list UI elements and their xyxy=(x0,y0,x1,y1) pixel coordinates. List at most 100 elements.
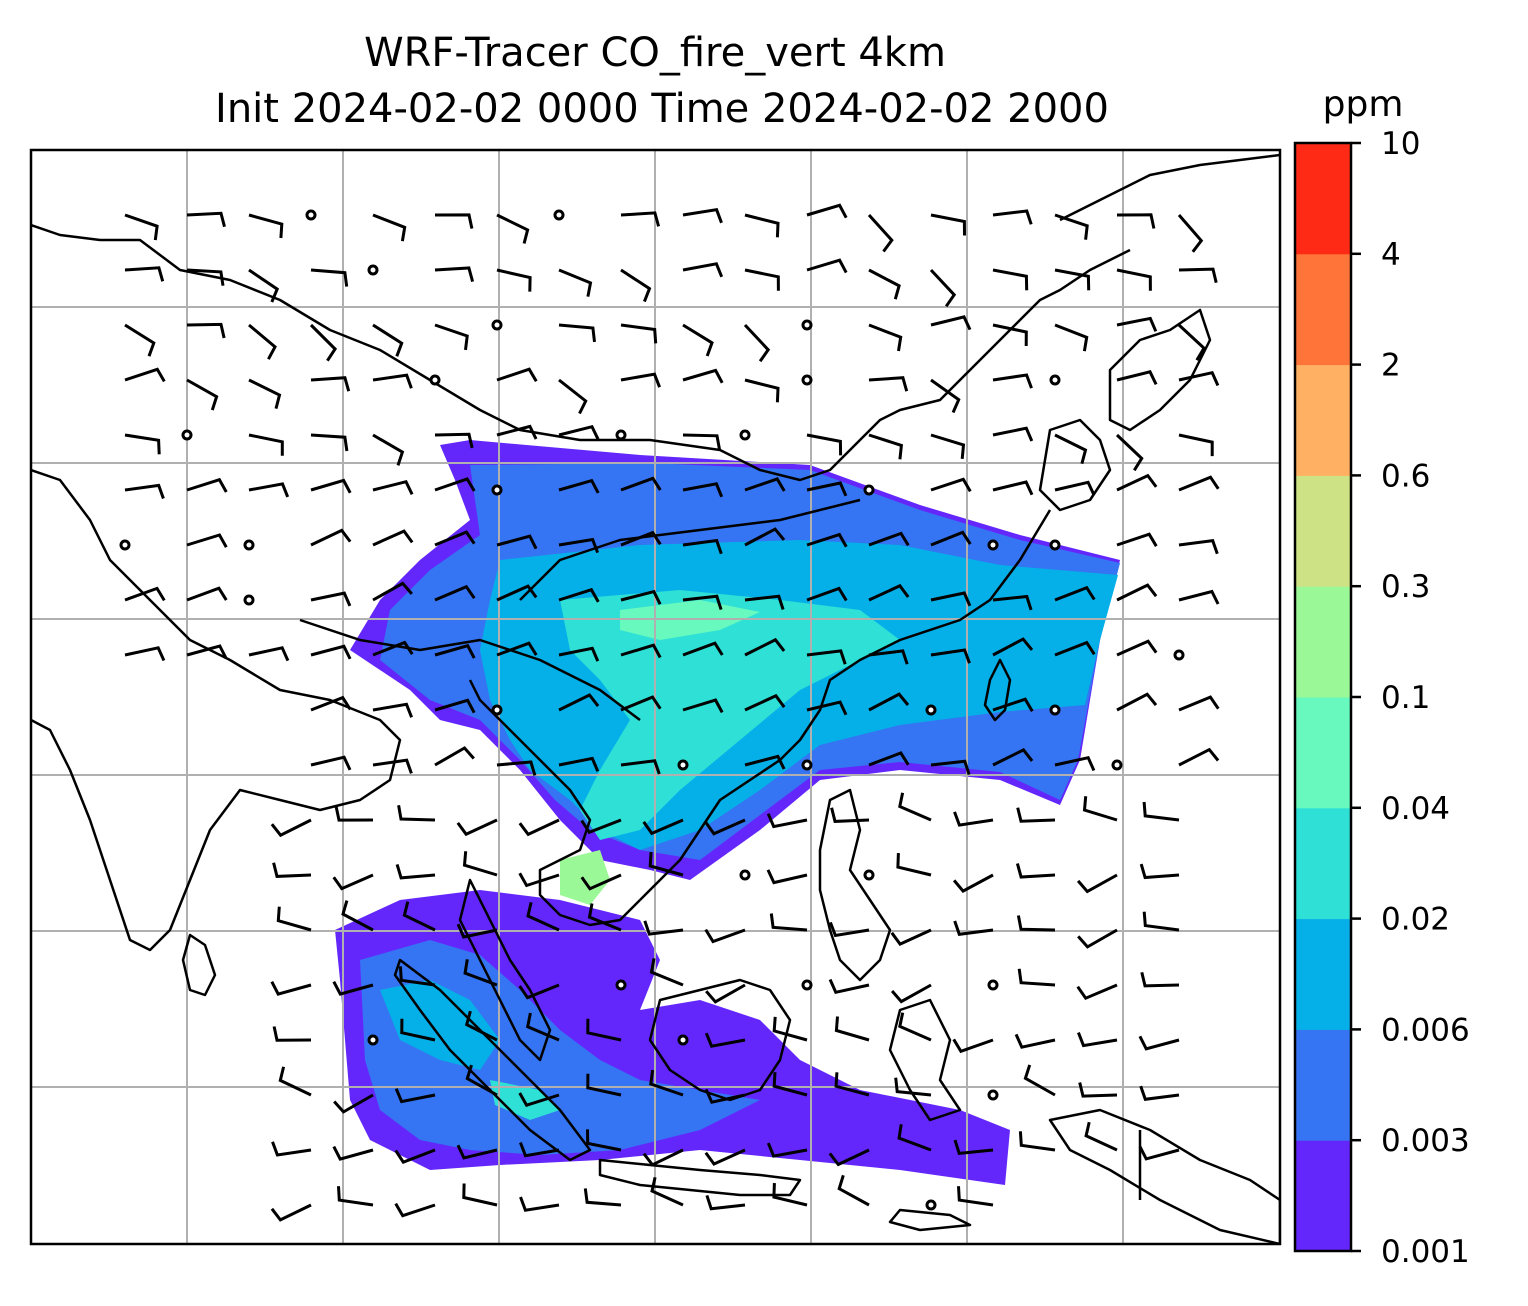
calm-wind-markers xyxy=(119,209,1185,1211)
wind-barb xyxy=(526,901,560,932)
wind-barb xyxy=(868,531,910,547)
chart-subtitle: Init 2024-02-02 0000 Time 2024-02-02 200… xyxy=(215,86,1109,132)
coastline-china-south xyxy=(639,509,1052,901)
colorbar-block xyxy=(1295,807,1351,920)
colorbar-block xyxy=(1295,1029,1351,1141)
calm-marker xyxy=(119,539,131,551)
wind-barb xyxy=(1178,433,1214,457)
colorbar-block xyxy=(1295,1140,1351,1252)
wind-barb xyxy=(434,530,476,547)
wind-barb xyxy=(620,759,661,775)
wind-barb xyxy=(398,966,436,987)
wind-barb xyxy=(620,372,661,388)
wind-barb xyxy=(1077,928,1118,949)
wind-barb xyxy=(930,315,972,331)
wind-barb xyxy=(704,1088,746,1104)
wind-barb xyxy=(772,1183,808,1207)
chart-title: WRF-Tracer CO_fire_vert 4km xyxy=(364,30,946,76)
colorbar: ppm 0.001 0.003 0.006 0.02 0.04 0.1 0.3 0.6 2 4 10 xyxy=(1293,84,1470,1270)
wind-barb xyxy=(704,818,746,836)
coastline-sri-lanka xyxy=(181,933,217,997)
wind-barb xyxy=(124,433,161,455)
wind-barb xyxy=(463,959,498,987)
wind-barb xyxy=(310,695,352,712)
tracer-field xyxy=(335,440,1120,1185)
wind-barb xyxy=(894,1077,932,1097)
wind-barb xyxy=(1116,583,1158,602)
calm-marker xyxy=(367,264,379,276)
wind-barb xyxy=(1142,801,1180,822)
wind-barb xyxy=(434,323,469,351)
wind-barb xyxy=(372,758,413,774)
wind-barb xyxy=(1077,1032,1118,1048)
wind-barb xyxy=(496,424,538,440)
wind-barb xyxy=(310,591,352,607)
wind-barb xyxy=(896,853,932,877)
wind-barb xyxy=(372,640,414,657)
wind-barb xyxy=(682,538,723,555)
wind-barb xyxy=(957,1186,994,1207)
calm-marker xyxy=(801,319,813,331)
wind-barb xyxy=(992,323,1028,347)
wind-barb xyxy=(620,268,652,303)
coastline-timor xyxy=(888,1208,972,1232)
wind-barb xyxy=(586,1073,622,1097)
wind-barb xyxy=(1116,639,1158,657)
wind-barb xyxy=(434,584,476,602)
plume-band-south-level2 xyxy=(360,940,760,1155)
calm-marker xyxy=(739,869,751,881)
wind-barb xyxy=(1015,863,1056,879)
wind-barb xyxy=(272,862,312,878)
calm-marker xyxy=(615,429,627,441)
wind-barb xyxy=(620,589,662,605)
wind-barb xyxy=(992,209,1033,225)
colorbar-tick-label: 0.3 xyxy=(1381,569,1430,605)
colorbar-tick-label: 0.006 xyxy=(1381,1012,1470,1048)
wind-barb xyxy=(372,581,413,602)
wind-barb xyxy=(456,818,498,837)
wind-barb xyxy=(834,1016,870,1042)
wind-barb xyxy=(186,322,226,339)
wind-barb xyxy=(930,477,972,493)
wind-barb xyxy=(496,213,530,244)
wind-barb xyxy=(496,534,538,550)
wind-barb xyxy=(402,901,436,932)
wind-barb xyxy=(620,695,662,712)
wind-barb xyxy=(682,641,724,657)
coastline-russia xyxy=(1059,153,1280,222)
wind-barb xyxy=(186,586,228,602)
wind-barb xyxy=(496,584,538,602)
wind-barb xyxy=(992,697,1034,713)
colorbar-block xyxy=(1295,697,1351,809)
coastline-borneo xyxy=(648,978,792,1102)
calm-marker xyxy=(987,979,999,991)
wind-barb xyxy=(744,378,780,403)
wind-barb xyxy=(1178,747,1220,767)
wind-barb xyxy=(248,378,282,409)
wind-barb xyxy=(1139,863,1180,880)
wind-barb xyxy=(744,594,785,610)
wind-barb xyxy=(992,748,1034,767)
wind-barb xyxy=(248,646,290,662)
wind-barb xyxy=(248,268,280,303)
wind-barb xyxy=(496,641,538,657)
wind-barb xyxy=(558,587,600,603)
wind-barb xyxy=(587,903,622,932)
coastline-java xyxy=(598,1158,802,1197)
wind-barb xyxy=(558,268,593,297)
calm-marker xyxy=(367,1034,379,1046)
wind-barb xyxy=(953,1139,994,1156)
wind-barb xyxy=(1116,692,1158,712)
wind-barb xyxy=(276,906,312,932)
wind-barb xyxy=(682,594,723,611)
wind-barb xyxy=(1140,971,1180,988)
wind-barb xyxy=(337,1186,374,1207)
wind-barb xyxy=(558,693,600,712)
wind-barb xyxy=(518,983,560,1000)
wind-barb xyxy=(620,211,661,227)
wind-barb xyxy=(1138,1145,1180,1161)
wind-barb xyxy=(1054,213,1089,240)
wind-barb xyxy=(372,479,414,495)
wind-barb xyxy=(1177,323,1206,361)
wind-barb xyxy=(124,323,156,357)
